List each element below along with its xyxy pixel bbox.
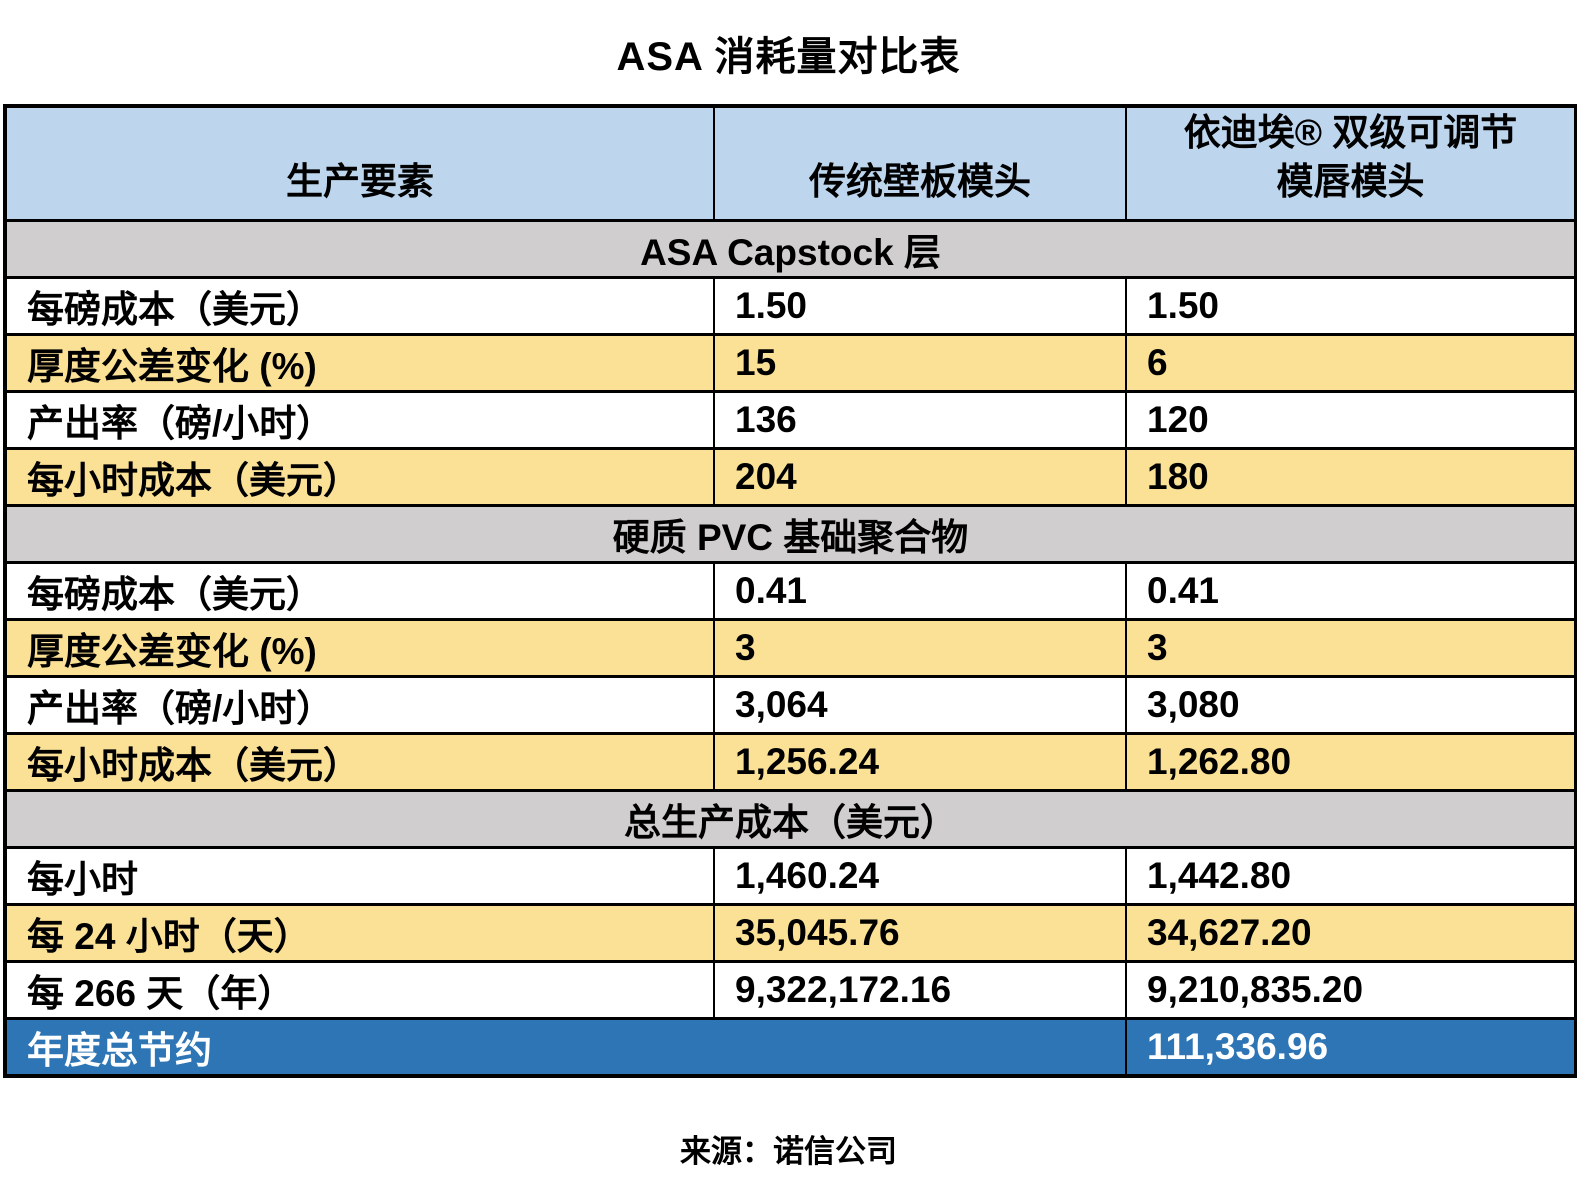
asa-comparison-table: 生产要素 传统壁板模头 依迪埃® 双级可调节 模唇模头 ASA Capstock … (3, 104, 1577, 1078)
table-row: 厚度公差变化 (%) 15 6 (4, 332, 1577, 393)
edi-value: 34,627.20 (1125, 902, 1577, 963)
edi-value: 1.50 (1125, 275, 1577, 336)
traditional-value: 0.41 (713, 560, 1127, 621)
column-header-edi-line2: 模唇模头 (1276, 160, 1425, 202)
traditional-value: 15 (713, 332, 1127, 393)
row-label: 每磅成本（美元） (4, 560, 715, 621)
section-header-total-production-cost: 总生产成本（美元） (4, 788, 1577, 849)
section-header-label: 总生产成本（美元） (4, 788, 1577, 849)
table-row: 产出率（磅/小时） 136 120 (4, 389, 1577, 450)
traditional-value: 204 (713, 446, 1127, 507)
section-header-asa-capstock: ASA Capstock 层 (4, 218, 1577, 279)
table-row: 每小时成本（美元） 1,256.24 1,262.80 (4, 731, 1577, 792)
table-row: 每小时 1,460.24 1,442.80 (4, 845, 1577, 906)
row-label: 每 266 天（年） (4, 959, 715, 1020)
total-row-value: 111,336.96 (1125, 1016, 1577, 1078)
section-header-rigid-pvc: 硬质 PVC 基础聚合物 (4, 503, 1577, 564)
page-title: ASA 消耗量对比表 (616, 35, 961, 79)
column-header-traditional-die: 传统壁板模头 (713, 104, 1127, 222)
traditional-value: 9,322,172.16 (713, 959, 1127, 1020)
column-header-factor: 生产要素 (4, 104, 715, 222)
table-row: 每 24 小时（天） 35,045.76 34,627.20 (4, 902, 1577, 963)
edi-value: 0.41 (1125, 560, 1577, 621)
row-label: 厚度公差变化 (%) (4, 332, 715, 393)
source-note: 来源：诺信公司 (680, 1133, 897, 1169)
edi-value: 3 (1125, 617, 1577, 678)
table-row: 每磅成本（美元） 0.41 0.41 (4, 560, 1577, 621)
edi-value: 120 (1125, 389, 1577, 450)
edi-value: 180 (1125, 446, 1577, 507)
row-label: 每小时成本（美元） (4, 731, 715, 792)
total-row-label: 年度总节约 (4, 1016, 1127, 1078)
table-row: 产出率（磅/小时） 3,064 3,080 (4, 674, 1577, 735)
traditional-value: 1,460.24 (713, 845, 1127, 906)
section-header-label: ASA Capstock 层 (4, 218, 1577, 279)
column-header-edi-die: 依迪埃® 双级可调节 模唇模头 (1125, 104, 1577, 222)
traditional-value: 3,064 (713, 674, 1127, 735)
column-header-edi-line1: 依迪埃® 双级可调节 (1183, 112, 1518, 153)
row-label: 每小时成本（美元） (4, 446, 715, 507)
table-row: 厚度公差变化 (%) 3 3 (4, 617, 1577, 678)
header-row: 生产要素 传统壁板模头 依迪埃® 双级可调节 模唇模头 (4, 104, 1577, 222)
row-label: 每磅成本（美元） (4, 275, 715, 336)
edi-value: 1,442.80 (1125, 845, 1577, 906)
table-row: 每小时成本（美元） 204 180 (4, 446, 1577, 507)
table-row: 每磅成本（美元） 1.50 1.50 (4, 275, 1577, 336)
row-label: 每小时 (4, 845, 715, 906)
traditional-value: 136 (713, 389, 1127, 450)
annual-total-savings-row: 年度总节约 111,336.96 (4, 1016, 1577, 1078)
edi-value: 6 (1125, 332, 1577, 393)
edi-value: 1,262.80 (1125, 731, 1577, 792)
row-label: 厚度公差变化 (%) (4, 617, 715, 678)
section-header-label: 硬质 PVC 基础聚合物 (4, 503, 1577, 564)
edi-value: 3,080 (1125, 674, 1577, 735)
row-label: 每 24 小时（天） (4, 902, 715, 963)
traditional-value: 1.50 (713, 275, 1127, 336)
table-row: 每 266 天（年） 9,322,172.16 9,210,835.20 (4, 959, 1577, 1020)
edi-value: 9,210,835.20 (1125, 959, 1577, 1020)
traditional-value: 35,045.76 (713, 902, 1127, 963)
traditional-value: 1,256.24 (713, 731, 1127, 792)
traditional-value: 3 (713, 617, 1127, 678)
row-label: 产出率（磅/小时） (4, 674, 715, 735)
row-label: 产出率（磅/小时） (4, 389, 715, 450)
